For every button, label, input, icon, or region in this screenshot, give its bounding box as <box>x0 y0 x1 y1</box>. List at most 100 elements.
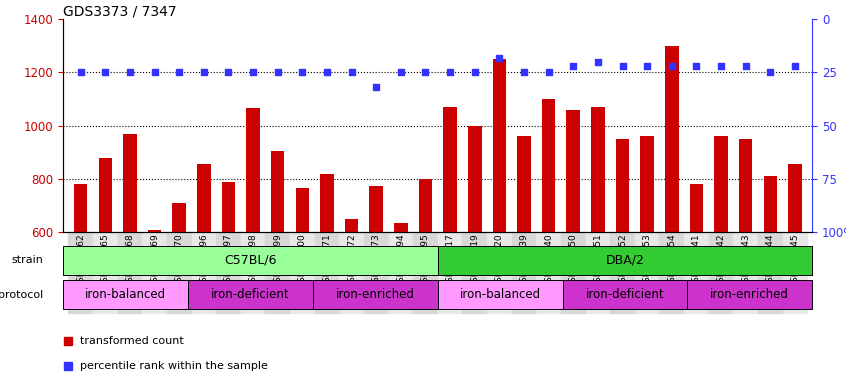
Bar <box>63 246 437 275</box>
Bar <box>216 232 241 313</box>
Point <box>788 63 802 69</box>
Bar <box>74 184 87 232</box>
Bar <box>222 182 235 232</box>
Point <box>345 70 359 76</box>
Bar <box>437 280 563 309</box>
Bar <box>536 232 561 313</box>
Bar <box>315 232 339 313</box>
Bar <box>758 232 783 313</box>
Bar <box>191 232 216 313</box>
Text: strain: strain <box>12 255 43 265</box>
Bar <box>388 232 413 313</box>
Point <box>74 70 87 76</box>
Point <box>295 70 309 76</box>
Text: protocol: protocol <box>0 290 43 300</box>
Bar <box>492 59 506 232</box>
Point <box>394 70 408 76</box>
Bar <box>124 134 137 232</box>
Point <box>320 70 333 76</box>
Text: DBA/2: DBA/2 <box>606 254 645 266</box>
Bar <box>610 232 634 313</box>
Text: iron-enriched: iron-enriched <box>336 288 415 301</box>
Bar <box>739 139 752 232</box>
Bar <box>266 232 290 313</box>
Point <box>689 63 703 69</box>
Bar <box>788 164 802 232</box>
Text: iron-enriched: iron-enriched <box>711 288 789 301</box>
Bar <box>167 232 191 313</box>
Bar <box>443 107 457 232</box>
Point <box>271 70 284 76</box>
Text: GDS3373 / 7347: GDS3373 / 7347 <box>63 4 177 18</box>
Text: iron-balanced: iron-balanced <box>85 288 167 301</box>
Bar <box>567 110 580 232</box>
Bar <box>684 232 709 313</box>
Text: transformed count: transformed count <box>80 336 184 346</box>
Bar <box>142 232 167 313</box>
Point <box>640 63 654 69</box>
Bar <box>783 232 807 313</box>
Bar <box>714 136 728 232</box>
Point <box>739 63 752 69</box>
Bar <box>585 232 610 313</box>
Text: iron-balanced: iron-balanced <box>459 288 541 301</box>
Bar <box>665 46 678 232</box>
Point <box>173 70 186 76</box>
Bar <box>295 189 309 232</box>
Bar <box>640 136 654 232</box>
Bar <box>512 232 536 313</box>
Bar <box>561 232 585 313</box>
Bar <box>63 280 188 309</box>
Bar <box>616 139 629 232</box>
Bar <box>689 184 703 232</box>
Point <box>148 70 162 76</box>
Bar <box>271 151 284 232</box>
Bar <box>69 232 93 313</box>
Bar <box>364 232 388 313</box>
Point <box>197 70 211 76</box>
Bar <box>241 232 266 313</box>
Bar <box>591 107 605 232</box>
Bar <box>419 179 432 232</box>
Point <box>419 70 432 76</box>
Bar <box>634 232 660 313</box>
Point <box>517 70 530 76</box>
Bar <box>188 280 313 309</box>
Bar <box>709 232 733 313</box>
Point <box>443 70 457 76</box>
Bar <box>370 186 383 232</box>
Bar <box>463 232 487 313</box>
Bar <box>345 219 359 232</box>
Text: iron-deficient: iron-deficient <box>585 288 664 301</box>
Text: iron-deficient: iron-deficient <box>212 288 290 301</box>
Bar <box>487 232 512 313</box>
Bar <box>290 232 315 313</box>
Bar <box>98 158 112 232</box>
Bar <box>118 232 142 313</box>
Bar <box>764 176 777 232</box>
Point <box>492 55 506 61</box>
Bar <box>173 203 186 232</box>
Bar <box>437 246 812 275</box>
Bar <box>437 232 463 313</box>
Bar <box>93 232 118 313</box>
Point <box>124 70 137 76</box>
Point <box>468 70 481 76</box>
Point <box>764 70 777 76</box>
Point <box>665 63 678 69</box>
Point <box>542 70 556 76</box>
Point <box>370 84 383 91</box>
Bar <box>313 280 437 309</box>
Point <box>591 59 605 65</box>
Point <box>98 70 112 76</box>
Bar <box>148 230 162 232</box>
Bar <box>563 280 687 309</box>
Text: percentile rank within the sample: percentile rank within the sample <box>80 361 267 371</box>
Point <box>567 63 580 69</box>
Bar <box>517 136 530 232</box>
Bar <box>339 232 364 313</box>
Text: C57BL/6: C57BL/6 <box>224 254 277 266</box>
Point <box>616 63 629 69</box>
Bar <box>394 223 408 232</box>
Bar <box>541 99 556 232</box>
